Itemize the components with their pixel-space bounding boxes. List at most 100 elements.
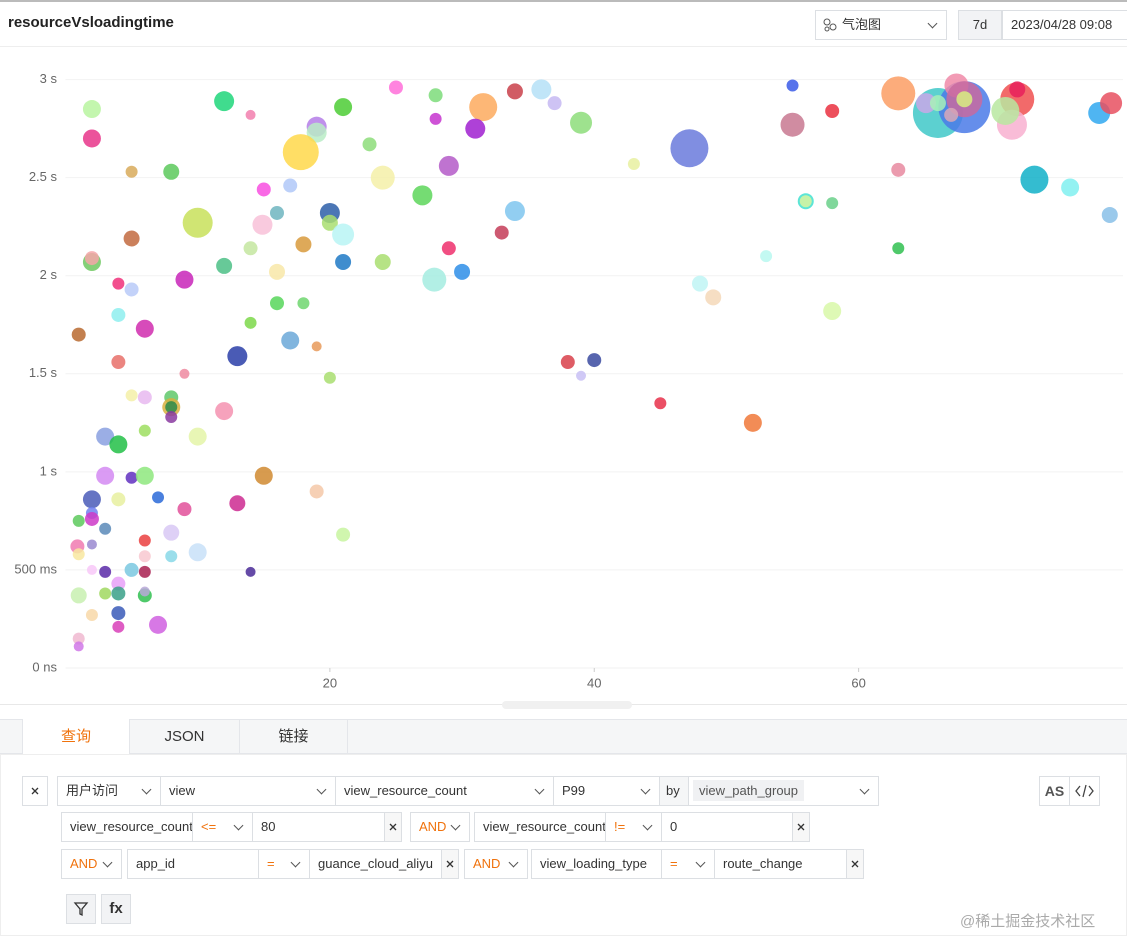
tab[interactable]: JSON xyxy=(130,719,240,754)
bubble xyxy=(469,93,498,122)
bubble xyxy=(245,109,256,120)
bubble xyxy=(152,491,165,504)
bubble xyxy=(956,91,973,108)
splitter-handle[interactable] xyxy=(502,701,632,709)
bubble xyxy=(506,83,523,100)
bubble xyxy=(72,548,85,561)
bubble xyxy=(494,225,509,240)
filter-op[interactable]: != xyxy=(605,812,662,842)
filter-value[interactable]: 0 xyxy=(661,812,793,842)
bubble xyxy=(826,197,839,210)
x-icon xyxy=(389,823,397,831)
bubble xyxy=(799,195,812,208)
filter-op[interactable]: = xyxy=(258,849,310,879)
bubble xyxy=(99,522,112,535)
bubble xyxy=(388,80,403,95)
group-select[interactable]: view_path_group xyxy=(688,776,879,806)
clear-filter[interactable] xyxy=(846,849,864,879)
filter-button[interactable] xyxy=(66,894,96,924)
bubble xyxy=(270,296,284,311)
filter-logic[interactable]: AND xyxy=(410,812,470,842)
filter-logic[interactable]: AND xyxy=(61,849,122,879)
bubble xyxy=(84,511,99,526)
y-tick-label: 0 ns xyxy=(32,659,57,674)
code-button[interactable] xyxy=(1069,776,1100,806)
group-tag[interactable]: view_path_group xyxy=(693,780,805,801)
bubble xyxy=(916,93,937,114)
filter-field[interactable]: app_id xyxy=(127,849,259,879)
bubble xyxy=(309,484,324,499)
bubble xyxy=(216,257,233,274)
filter-field[interactable]: view_resource_count xyxy=(474,812,606,842)
x-icon xyxy=(851,860,859,868)
filter-op[interactable]: <= xyxy=(192,812,253,842)
bubble xyxy=(123,230,140,247)
x-tick-label: 60 xyxy=(851,675,865,690)
bubble xyxy=(531,79,552,100)
chart-title: resourceVsloadingtime xyxy=(8,14,174,31)
bubble xyxy=(321,214,338,231)
bubble xyxy=(670,129,709,168)
bubble xyxy=(465,118,486,139)
filter-value[interactable]: 80 xyxy=(252,812,385,842)
bubble xyxy=(138,565,151,578)
bubble xyxy=(825,103,840,118)
bubble xyxy=(215,402,234,421)
bubble xyxy=(370,165,395,190)
chart: 0 ns 500 ms 1 s 1.5 s 2 s 2.5 s 3 s 20 40 60 xyxy=(14,71,1123,690)
filter-logic[interactable]: AND xyxy=(464,849,528,879)
range-button[interactable]: 7d xyxy=(958,10,1002,40)
source-select[interactable]: 用户访问 xyxy=(57,776,161,806)
bubble xyxy=(138,424,151,437)
bubble xyxy=(111,492,126,507)
clear-filter[interactable] xyxy=(441,849,459,879)
bubble xyxy=(311,341,322,352)
bubble xyxy=(256,182,271,197)
bubble xyxy=(283,178,298,193)
x-icon xyxy=(31,787,39,795)
y-tick-label: 500 ms xyxy=(14,561,57,576)
filter-value[interactable]: guance_cloud_aliyu xyxy=(309,849,442,879)
bubble xyxy=(254,466,273,485)
bubble xyxy=(243,241,258,256)
bubble xyxy=(374,254,391,271)
bubble xyxy=(269,263,285,280)
bubble xyxy=(135,466,154,485)
bubble xyxy=(112,620,125,633)
filter-value[interactable]: route_change xyxy=(714,849,847,879)
bubble xyxy=(281,331,300,350)
remove-query[interactable] xyxy=(22,776,48,806)
tab[interactable]: 链接 xyxy=(240,719,348,754)
category-select[interactable]: view xyxy=(160,776,336,806)
bubble xyxy=(891,162,906,177)
bubble xyxy=(323,371,336,384)
bubble xyxy=(165,410,178,423)
filter-op[interactable]: = xyxy=(661,849,715,879)
field-select[interactable]: view_resource_count xyxy=(335,776,554,806)
bubble xyxy=(587,353,602,368)
bubble xyxy=(73,641,84,652)
bubble xyxy=(336,527,351,542)
bubble xyxy=(786,79,799,92)
chart-type-select[interactable]: 气泡图 xyxy=(815,10,947,40)
bubble xyxy=(252,214,273,235)
y-tick-label: 1.5 s xyxy=(29,365,58,380)
filter-field[interactable]: view_resource_count xyxy=(61,812,193,842)
bubble xyxy=(692,275,708,292)
clear-filter[interactable] xyxy=(792,812,810,842)
bubble xyxy=(881,76,916,111)
clear-filter[interactable] xyxy=(384,812,402,842)
bubble xyxy=(163,163,180,180)
bubble xyxy=(229,495,246,512)
fx-button[interactable]: fx xyxy=(101,894,131,924)
filter-field[interactable]: view_loading_type xyxy=(531,849,662,879)
tab[interactable]: 查询 xyxy=(22,719,130,754)
agg-select[interactable]: P99 xyxy=(553,776,660,806)
time-display[interactable]: 2023/04/28 09:08 xyxy=(1002,10,1127,40)
bubble xyxy=(823,302,842,321)
as-button[interactable]: AS xyxy=(1039,776,1070,806)
bubble xyxy=(438,155,459,176)
bubble xyxy=(780,112,805,137)
bubble xyxy=(245,566,256,577)
bubble xyxy=(163,524,180,541)
